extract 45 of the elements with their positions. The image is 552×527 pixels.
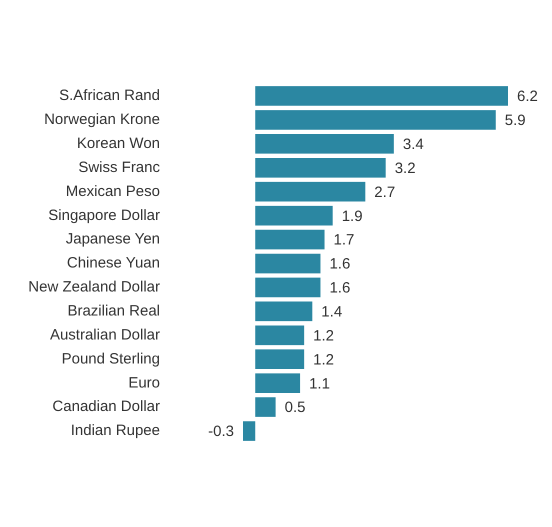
data-label: 1.7: [334, 232, 354, 249]
y-tick-label: New Zealand Dollar: [28, 278, 160, 296]
bar: [255, 373, 300, 393]
data-label: 1.1: [309, 375, 330, 392]
bar: [255, 158, 386, 178]
bar: [255, 349, 304, 370]
bar: [255, 182, 366, 202]
y-tick-label: Swiss Franc: [78, 158, 160, 176]
data-label: 1.6: [329, 280, 350, 297]
y-tick-label: Brazilian Real: [67, 302, 160, 320]
y-tick-label: Chinese Yuan: [66, 254, 160, 272]
bar: [255, 325, 304, 346]
data-label: 1.2: [313, 351, 334, 368]
bar: [255, 230, 325, 250]
bar: [255, 134, 394, 154]
y-tick-label: Australian Dollar: [50, 326, 160, 344]
bar: [255, 86, 508, 106]
bar: [255, 302, 312, 322]
y-tick-label: Singapore Dollar: [48, 206, 160, 224]
data-label: 1.4: [321, 304, 342, 321]
y-tick-label: S.African Rand: [59, 87, 160, 104]
data-label: 2.7: [374, 184, 396, 201]
data-label: -0.3: [208, 423, 234, 440]
y-tick-label: Indian Rupee: [70, 422, 160, 440]
data-label: 0.5: [284, 399, 306, 416]
data-label: 5.9: [504, 112, 526, 130]
y-tick-label: Canadian Dollar: [52, 398, 160, 416]
y-tick-label: Japanese Yen: [66, 230, 160, 248]
y-tick-label: Euro: [128, 374, 160, 392]
data-label: 1.2: [313, 327, 334, 344]
data-label: 3.2: [394, 160, 416, 177]
bar: [255, 254, 320, 274]
bar: [243, 421, 256, 441]
y-tick-label: Mexican Peso: [66, 182, 160, 200]
data-label: 6.2: [517, 88, 538, 106]
data-label: 1.6: [329, 256, 350, 273]
bar: [255, 206, 333, 226]
data-label: 1.9: [342, 208, 363, 225]
data-label: 3.4: [402, 136, 424, 153]
bar: [255, 397, 276, 417]
bar: [255, 110, 496, 130]
y-tick-label: Pound Sterling: [62, 350, 160, 368]
bar: [255, 278, 320, 298]
y-tick-label: Norwegian Krone: [44, 111, 160, 128]
y-tick-label: Korean Won: [76, 134, 160, 152]
